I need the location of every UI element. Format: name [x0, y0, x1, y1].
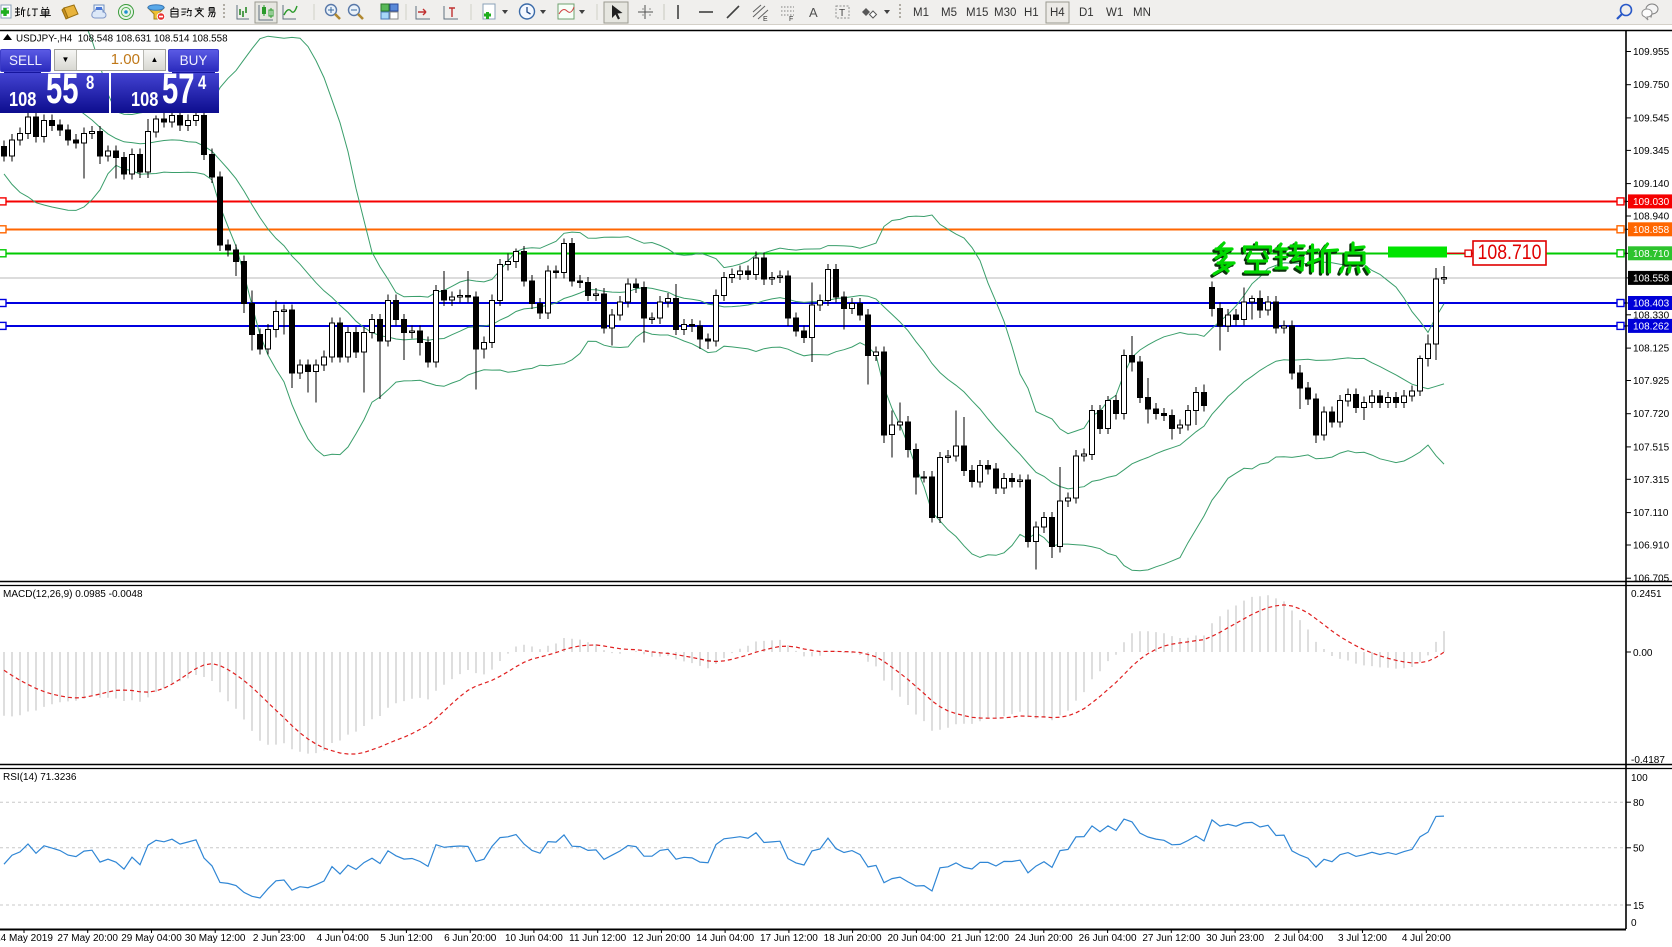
svg-text:24 Jun 20:00: 24 Jun 20:00 [1015, 933, 1073, 944]
svg-text:30 Jun 23:00: 30 Jun 23:00 [1206, 933, 1264, 944]
svg-text:107.515: 107.515 [1633, 442, 1670, 453]
svg-text:H4: H4 [1050, 7, 1065, 19]
svg-text:108.330: 108.330 [1633, 310, 1670, 321]
svg-text:M5: M5 [941, 7, 957, 19]
svg-text:50: 50 [1633, 844, 1645, 855]
svg-text:109.140: 109.140 [1633, 179, 1670, 190]
svg-text:-0.4187: -0.4187 [1631, 755, 1665, 766]
svg-text:108.558: 108.558 [1633, 273, 1670, 284]
svg-text:USDJPY-,H4 108.548 108.631 10: USDJPY-,H4 108.548 108.631 108.514 108.5… [16, 34, 228, 45]
svg-text:106.910: 106.910 [1633, 541, 1670, 552]
svg-text:109.545: 109.545 [1633, 113, 1670, 124]
svg-text:26 Jun 04:00: 26 Jun 04:00 [1079, 933, 1137, 944]
svg-text:RSI(14) 71.3236: RSI(14) 71.3236 [3, 772, 77, 783]
svg-text:108.403: 108.403 [1633, 299, 1670, 310]
svg-text:W1: W1 [1106, 7, 1123, 19]
svg-text:M30: M30 [994, 7, 1016, 19]
svg-text:108.710: 108.710 [1478, 241, 1542, 264]
svg-text:30 May 12:00: 30 May 12:00 [185, 933, 246, 944]
svg-text:20 Jun 04:00: 20 Jun 04:00 [887, 933, 945, 944]
svg-text:109.955: 109.955 [1633, 47, 1670, 58]
svg-text:24 May 2019: 24 May 2019 [0, 933, 53, 944]
svg-text:3 Jul 12:00: 3 Jul 12:00 [1338, 933, 1387, 944]
svg-text:11 Jun 12:00: 11 Jun 12:00 [569, 933, 627, 944]
svg-text:100: 100 [1631, 773, 1648, 784]
svg-text:4 Jun 04:00: 4 Jun 04:00 [317, 933, 370, 944]
svg-text:0.00: 0.00 [1633, 648, 1653, 659]
svg-text:M15: M15 [966, 7, 988, 19]
svg-text:107.925: 107.925 [1633, 376, 1670, 387]
svg-text:27 Jun 12:00: 27 Jun 12:00 [1142, 933, 1200, 944]
svg-text:107.110: 107.110 [1633, 508, 1669, 519]
svg-text:29 May 04:00: 29 May 04:00 [121, 933, 182, 944]
svg-text:108.940: 108.940 [1633, 212, 1670, 223]
svg-text:108.262: 108.262 [1633, 321, 1670, 332]
svg-text:109.750: 109.750 [1633, 80, 1670, 91]
svg-text:5 Jun 12:00: 5 Jun 12:00 [380, 933, 433, 944]
svg-text:H1: H1 [1024, 7, 1039, 19]
svg-text:12 Jun 20:00: 12 Jun 20:00 [632, 933, 690, 944]
svg-text:106.705: 106.705 [1633, 574, 1670, 585]
svg-text:108.710: 108.710 [1633, 249, 1670, 260]
svg-text:15: 15 [1633, 901, 1645, 912]
svg-text:4 Jul 20:00: 4 Jul 20:00 [1402, 933, 1451, 944]
svg-text:21 Jun 12:00: 21 Jun 12:00 [951, 933, 1009, 944]
svg-text:107.720: 107.720 [1633, 409, 1670, 420]
svg-text:80: 80 [1633, 798, 1645, 809]
svg-text:0: 0 [1631, 918, 1637, 929]
svg-text:D1: D1 [1079, 7, 1094, 19]
svg-text:18 Jun 20:00: 18 Jun 20:00 [824, 933, 882, 944]
svg-text:10 Jun 04:00: 10 Jun 04:00 [505, 933, 563, 944]
svg-text:M1: M1 [913, 7, 929, 19]
svg-text:27 May 20:00: 27 May 20:00 [57, 933, 118, 944]
svg-text:T: T [839, 8, 845, 19]
svg-text:17 Jun 12:00: 17 Jun 12:00 [760, 933, 818, 944]
svg-text:MACD(12,26,9) 0.0985 -0.0048: MACD(12,26,9) 0.0985 -0.0048 [3, 589, 143, 600]
svg-text:MN: MN [1133, 7, 1151, 19]
svg-text:108.858: 108.858 [1633, 225, 1670, 236]
svg-text:109.030: 109.030 [1633, 197, 1670, 208]
svg-text:109.345: 109.345 [1633, 146, 1670, 157]
svg-text:6 Jun 20:00: 6 Jun 20:00 [444, 933, 497, 944]
svg-text:108.125: 108.125 [1633, 344, 1670, 355]
svg-text:A: A [809, 5, 818, 20]
svg-text:E: E [763, 16, 768, 23]
svg-text:14 Jun 04:00: 14 Jun 04:00 [696, 933, 754, 944]
svg-text:0.2451: 0.2451 [1631, 589, 1662, 600]
svg-text:2 Jun 23:00: 2 Jun 23:00 [253, 933, 306, 944]
svg-text:107.315: 107.315 [1633, 475, 1670, 486]
svg-text:F: F [789, 16, 793, 23]
svg-text:2 Jul 04:00: 2 Jul 04:00 [1274, 933, 1323, 944]
